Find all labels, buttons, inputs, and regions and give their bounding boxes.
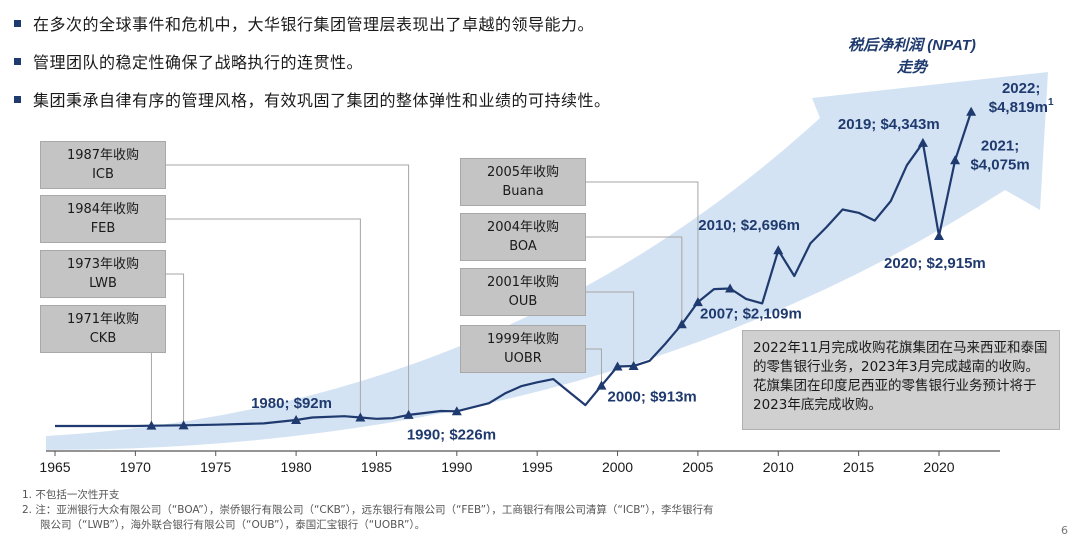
data-point-marker — [966, 106, 977, 116]
annotation-1990: 1990; $226m — [407, 426, 496, 443]
data-point-marker — [451, 406, 462, 416]
data-point-marker — [355, 412, 366, 422]
data-point-marker — [692, 297, 703, 307]
data-point-marker — [596, 380, 607, 390]
connector-line — [586, 181, 699, 303]
x-tick-label: 2015 — [843, 459, 874, 475]
data-point-marker — [773, 245, 784, 255]
acquisition-bank: CKB — [89, 331, 117, 346]
bullet-item: 集团秉承自律有序的管理风格，有效巩固了集团的整体弹性和业绩的可持续性。 — [14, 80, 754, 118]
data-point-marker — [628, 361, 639, 371]
acquisition-box-icb: 1987年收购 ICB — [40, 141, 166, 189]
data-point-marker — [950, 155, 961, 165]
bullet-marker — [14, 95, 21, 103]
acquisition-label: 1987年收购 — [66, 148, 140, 163]
annotation-2019: 2019; $4,343m — [838, 116, 940, 133]
acquisition-box-buana: 2005年收购 Buana — [460, 158, 586, 206]
bullet-item: 在多次的全球事件和危机中，大华银行集团管理层表现出了卓越的领导能力。 — [14, 4, 754, 42]
acquisition-box-ckb: 1971年收购 CKB — [40, 305, 166, 353]
footnote-superscript: 1 — [1048, 97, 1054, 108]
x-tick-label: 1995 — [522, 459, 553, 475]
data-point-marker — [178, 420, 189, 430]
annotation-2021: 2021; — [981, 137, 1019, 154]
x-tick-label: 1985 — [361, 459, 392, 475]
acquisition-bank: ICB — [92, 167, 114, 182]
footnotes: 1. 不包括一次性开支 2. 注：亚洲银行大众有限公司（“BOA”），崇侨银行有… — [22, 488, 1022, 533]
annotation-2022-value: $4,819m1 — [989, 97, 1054, 116]
data-point-marker — [612, 361, 623, 371]
annotation-2000: 2000; $913m — [608, 388, 697, 405]
connector-line — [586, 291, 635, 367]
acquisition-bank: Buana — [502, 184, 544, 199]
acquisition-box-oub: 2001年收购 OUB — [460, 268, 586, 316]
data-point-marker — [403, 409, 414, 419]
x-tick-label: 2000 — [602, 459, 633, 475]
acquisition-label: 2004年收购 — [486, 220, 560, 235]
data-point-marker — [934, 230, 944, 240]
data-point-marker — [917, 137, 928, 147]
acquisition-box-feb: 1984年收购 FEB — [40, 195, 166, 243]
footnote-2: 2. 注：亚洲银行大众有限公司（“BOA”），崇侨银行有限公司（“CKB”），远… — [22, 504, 714, 516]
footnote-2-cont: 限公司（“LWB”），海外联合银行有限公司（“OUB”），泰国汇宝银行（“UOB… — [40, 519, 426, 531]
acquisition-label: 1971年收购 — [66, 312, 140, 327]
x-tick-label: 2005 — [682, 459, 713, 475]
data-point-marker — [291, 415, 302, 425]
acquisition-bank: OUB — [508, 294, 538, 309]
acquisition-bank: UOBR — [504, 351, 542, 366]
annotation-2007: 2007; $2,109m — [700, 305, 802, 322]
acquisition-label: 2001年收购 — [486, 275, 560, 290]
bullet-marker — [14, 19, 21, 27]
annotation-2010: 2010; $2,696m — [698, 217, 800, 234]
acquisition-box-uobr: 1999年收购 UOBR — [460, 325, 586, 373]
bullet-item: 管理团队的稳定性确保了战略执行的连贯性。 — [14, 42, 754, 80]
bullet-text: 在多次的全球事件和危机中，大华银行集团管理层表现出了卓越的领导能力。 — [33, 15, 595, 34]
data-point-marker — [146, 420, 157, 430]
acquisition-label: 1973年收购 — [66, 257, 140, 272]
growth-arrow — [46, 72, 1048, 450]
acquisition-bank: LWB — [89, 276, 117, 291]
page-number: 6 — [1061, 524, 1068, 537]
x-tick-label: 1980 — [281, 459, 312, 475]
acquisition-label: 1999年收购 — [486, 332, 560, 347]
x-tick-label: 2020 — [923, 459, 954, 475]
acquisition-bank: BOA — [509, 239, 537, 254]
acquisition-label: 2005年收购 — [486, 165, 560, 180]
connector-line — [586, 236, 683, 325]
data-point-marker — [725, 283, 736, 293]
annotation-2022: 2022; — [1002, 80, 1040, 97]
bullet-marker — [14, 57, 21, 65]
acquisition-box-lwb: 1973年收购 LWB — [40, 250, 166, 298]
citi-acquisition-note: 2022年11月完成收购花旗集团在马来西亚和泰国的零售银行业务，2023年3月完… — [742, 330, 1060, 430]
chart-title: 税后净利润 (NPAT) — [848, 36, 976, 54]
connector-line — [166, 273, 185, 426]
acquisition-box-boa: 2004年收购 BOA — [460, 213, 586, 261]
bullet-text: 管理团队的稳定性确保了战略执行的连贯性。 — [33, 53, 364, 72]
x-tick-label: 1990 — [441, 459, 472, 475]
data-point-marker — [676, 319, 687, 329]
x-tick-label: 2010 — [763, 459, 794, 475]
x-tick-label: 1975 — [200, 459, 231, 475]
acquisition-label: 1984年收购 — [66, 202, 140, 217]
connector-line — [166, 164, 410, 415]
acquisition-bank: FEB — [90, 221, 116, 236]
connector-line — [586, 348, 602, 386]
chart-title-line2: 走势 — [896, 59, 929, 76]
x-tick-label: 1965 — [39, 459, 70, 475]
connector-line — [166, 218, 361, 418]
annotation-1980: 1980; $92m — [251, 395, 332, 412]
x-tick-label: 1970 — [120, 459, 151, 475]
footnote-1: 1. 不包括一次性开支 — [22, 489, 120, 501]
bullet-list: 在多次的全球事件和危机中，大华银行集团管理层表现出了卓越的领导能力。 管理团队的… — [14, 4, 754, 118]
annotation-2020: 2020; $2,915m — [884, 255, 986, 272]
annotation-2021-value: $4,075m — [970, 156, 1029, 173]
bullet-text: 集团秉承自律有序的管理风格，有效巩固了集团的整体弹性和业绩的可持续性。 — [33, 91, 611, 110]
